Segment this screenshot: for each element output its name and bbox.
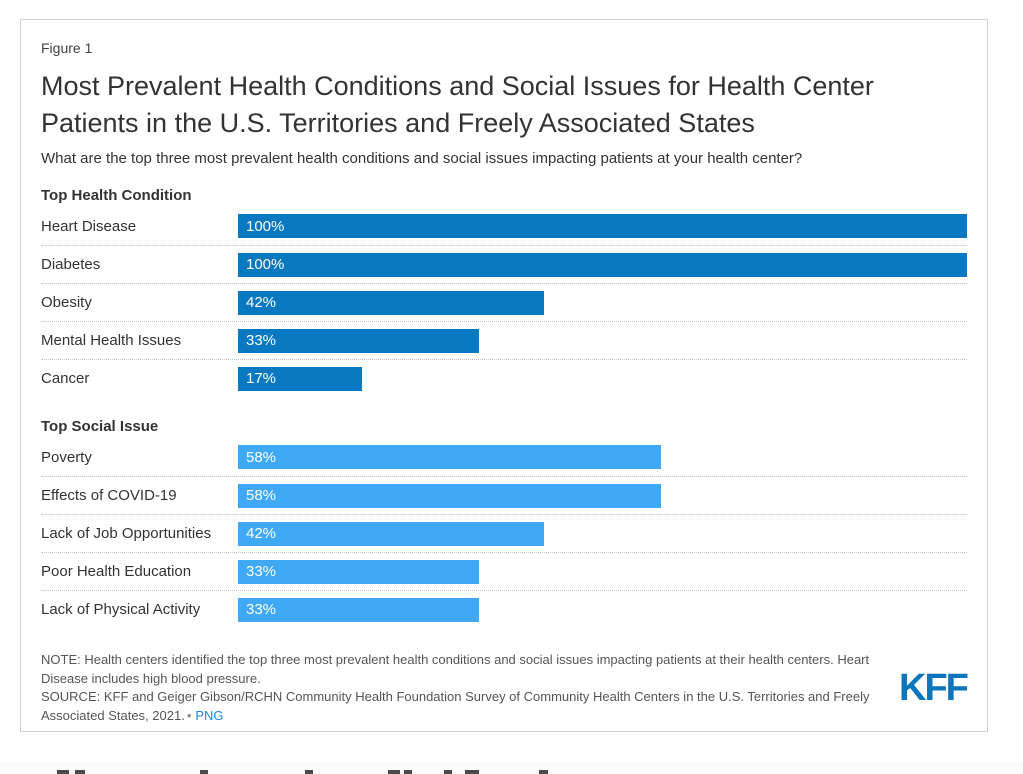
bar-category-label: Effects of COVID-19 [41, 487, 177, 504]
figure-title: Most Prevalent Health Conditions and Soc… [41, 71, 874, 138]
figure-number-label: Figure 1 [41, 40, 93, 56]
bar-row: Lack of Physical Activity 33% [41, 590, 967, 628]
kff-logo: KFF [899, 666, 969, 709]
clipped-text-fragment [305, 770, 313, 774]
bar-row: Mental Health Issues 33% [41, 321, 967, 359]
bar-row: Lack of Job Opportunities 42% [41, 514, 967, 552]
bar-track: 100% [238, 252, 967, 277]
clipped-text-fragment [200, 770, 208, 774]
source-line: SOURCE: KFF and Geiger Gibson/RCHN Commu… [41, 688, 899, 725]
source-text: SOURCE: KFF and Geiger Gibson/RCHN Commu… [41, 689, 870, 723]
bar-row: Obesity 42% [41, 283, 967, 321]
bar-value-label: 58% [246, 487, 277, 504]
bar-track: 42% [238, 521, 967, 546]
bar-value-label: 33% [246, 332, 277, 349]
section-heading: Top Health Condition [41, 187, 192, 204]
bar-category-label: Poor Health Education [41, 563, 192, 580]
footer-notes: NOTE: Health centers identified the top … [41, 651, 899, 725]
clipped-text-fragment [472, 770, 479, 774]
bar-row: Cancer 17% [41, 359, 967, 397]
bar-track: 33% [238, 559, 967, 584]
bar-category-label: Diabetes [41, 256, 101, 273]
chart-section: Top Health Condition Heart Disease 100% Dia… [41, 186, 967, 397]
bar-track: 58% [238, 483, 967, 508]
bar-row: Effects of COVID-19 58% [41, 476, 967, 514]
clipped-text-fragment [57, 770, 69, 774]
bar-row: Poor Health Education 33% [41, 552, 967, 590]
clipped-text-fragment [404, 770, 412, 774]
bar-category-label: Lack of Physical Activity [41, 601, 201, 618]
bar-category-label: Heart Disease [41, 217, 137, 235]
source-bullet: • [186, 707, 192, 723]
bar: 58% [238, 445, 661, 469]
bar-value-label: 100% [246, 217, 285, 235]
bar-category-label: Obesity [41, 294, 92, 311]
clipped-text-fragment [539, 770, 548, 774]
chart-sections: Top Health Condition Heart Disease 100% Dia… [41, 186, 967, 628]
clipped-text-fragment [75, 770, 85, 774]
bar-category-label: Cancer [41, 370, 90, 387]
bar-value-label: 17% [246, 370, 277, 387]
bar: 58% [238, 483, 661, 508]
bar: 17% [238, 366, 362, 391]
note-text: NOTE: Health centers identified the top … [41, 652, 870, 686]
bar-track: 17% [238, 366, 967, 391]
bar-track: 100% [238, 214, 967, 238]
clipped-text-fragment [444, 770, 452, 774]
chart-section: Top Social Issue Poverty 58% Effects of COV… [41, 417, 967, 628]
bar-row: Diabetes 100% [41, 245, 967, 283]
bar-category-label: Poverty [41, 448, 92, 466]
bar-value-label: 33% [246, 563, 277, 580]
bar: 42% [238, 521, 545, 546]
section-heading: Top Social Issue [41, 418, 159, 435]
bar-track: 42% [238, 290, 967, 315]
bar-row: Heart Disease 100% [41, 207, 967, 245]
clipped-text-fragment [388, 770, 400, 774]
bar-row: Poverty 58% [41, 438, 967, 476]
bar-category-label: Lack of Job Opportunities [41, 525, 212, 542]
clipped-text-fragment [465, 770, 475, 774]
clipped-next-section [0, 762, 1023, 774]
bar-value-label: 100% [246, 256, 285, 273]
figure-card: Figure 1 Most Prevalent Health Condition… [20, 19, 988, 732]
bar-value-label: 33% [246, 601, 277, 618]
bar: 33% [238, 328, 479, 353]
bar: 33% [238, 559, 479, 584]
bar: 42% [238, 290, 545, 315]
bar: 33% [238, 597, 479, 622]
card-footer: NOTE: Health centers identified the top … [41, 651, 969, 725]
bar-track: 33% [238, 597, 967, 622]
png-download-link[interactable]: PNG [195, 707, 224, 723]
bar-value-label: 42% [246, 294, 277, 311]
bar-track: 33% [238, 328, 967, 353]
bar: 100% [238, 252, 967, 277]
figure-subtitle: What are the top three most prevalent he… [41, 150, 803, 167]
bar-track: 58% [238, 445, 967, 469]
bar-value-label: 58% [246, 448, 277, 466]
bar-value-label: 42% [246, 525, 277, 542]
bar-category-label: Mental Health Issues [41, 332, 182, 349]
bar: 100% [238, 214, 967, 238]
